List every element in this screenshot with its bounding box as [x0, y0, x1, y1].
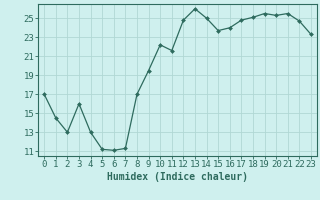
X-axis label: Humidex (Indice chaleur): Humidex (Indice chaleur) — [107, 172, 248, 182]
